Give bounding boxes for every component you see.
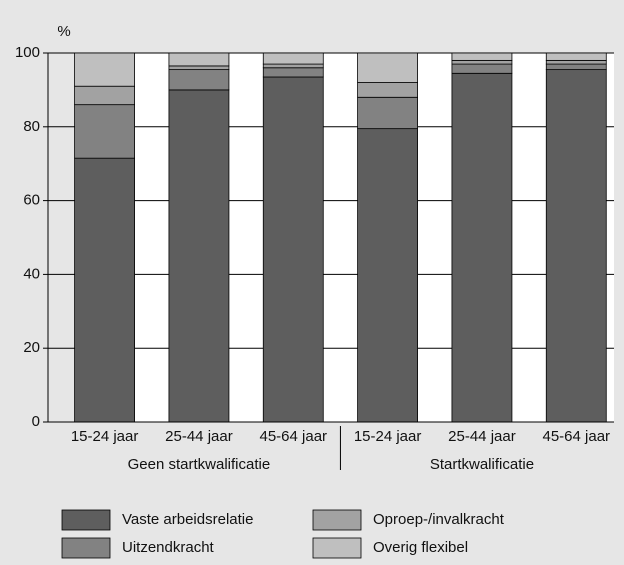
legend-swatch bbox=[61, 537, 111, 559]
bar-segment bbox=[168, 52, 230, 67]
legend-swatch bbox=[312, 537, 362, 559]
bar-segment bbox=[545, 52, 607, 61]
bar-segment bbox=[74, 104, 135, 159]
bar-segment bbox=[451, 59, 513, 65]
bar-segment bbox=[74, 52, 135, 87]
bar-segment bbox=[545, 69, 607, 423]
y-axis-label: % bbox=[57, 23, 70, 40]
bar-segment bbox=[262, 67, 324, 78]
bar-segment bbox=[262, 76, 324, 423]
legend-label: Overig flexibel bbox=[373, 539, 468, 556]
x-tick-label: 25-44 jaar bbox=[165, 428, 233, 445]
legend-swatch bbox=[61, 509, 111, 531]
x-tick-label: 45-64 jaar bbox=[259, 428, 327, 445]
legend-label: Uitzendkracht bbox=[122, 539, 215, 556]
bar-segment bbox=[451, 72, 513, 423]
group-label: Startkwalificatie bbox=[430, 456, 534, 473]
bar-segment bbox=[74, 157, 135, 423]
bar-segment bbox=[168, 89, 230, 423]
x-tick-label: 25-44 jaar bbox=[448, 428, 516, 445]
bar-segment bbox=[262, 63, 324, 69]
bar-segment bbox=[262, 52, 324, 65]
y-tick-label: 60 bbox=[23, 192, 40, 209]
bar-segment bbox=[545, 63, 607, 71]
bar-segment bbox=[168, 65, 230, 71]
legend-label: Vaste arbeidsrelatie bbox=[122, 511, 253, 528]
group-label: Geen startkwalificatie bbox=[128, 456, 271, 473]
bar-segment bbox=[357, 82, 419, 98]
y-tick-label: 80 bbox=[23, 118, 40, 135]
y-tick-label: 0 bbox=[32, 413, 40, 430]
y-tick-label: 40 bbox=[23, 265, 40, 282]
legend-swatch bbox=[312, 509, 362, 531]
bar-segment bbox=[451, 52, 513, 61]
bar-segment bbox=[168, 69, 230, 91]
bar-segment bbox=[451, 63, 513, 74]
bar-segment bbox=[357, 96, 419, 130]
y-tick-label: 100 bbox=[15, 44, 40, 61]
x-tick-label: 15-24 jaar bbox=[354, 428, 422, 445]
bar-segment bbox=[357, 128, 419, 423]
legend-label: Oproep-/invalkracht bbox=[373, 511, 505, 528]
y-tick-label: 20 bbox=[23, 339, 40, 356]
bar-segment bbox=[74, 85, 135, 106]
bar-segment bbox=[357, 52, 419, 83]
x-tick-label: 15-24 jaar bbox=[71, 428, 139, 445]
bar-segment bbox=[545, 59, 607, 65]
x-tick-label: 45-64 jaar bbox=[542, 428, 610, 445]
